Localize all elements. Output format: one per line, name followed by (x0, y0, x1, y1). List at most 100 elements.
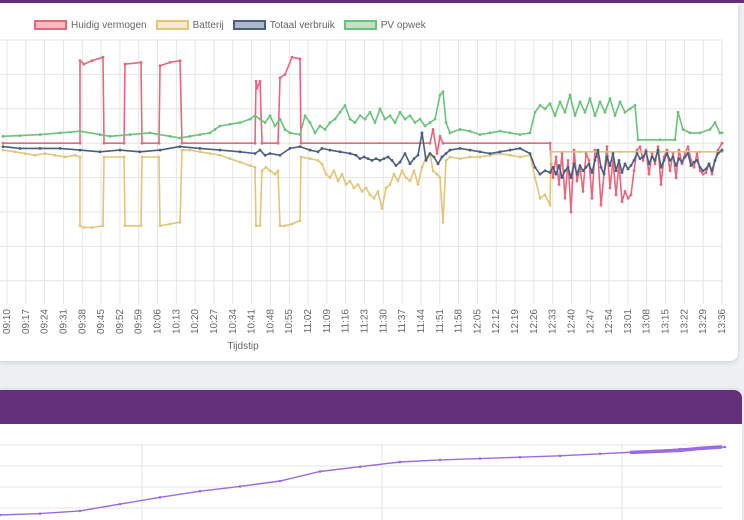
data-point (139, 224, 143, 228)
legend-item[interactable]: Huidig vermogen (34, 20, 147, 31)
data-point (638, 157, 642, 161)
legend-item[interactable]: Totaal verbruik (232, 20, 335, 31)
data-point (569, 210, 573, 214)
data-point (58, 131, 62, 135)
data-point (605, 155, 609, 159)
series-cumulative (0, 445, 727, 517)
data-point (435, 172, 439, 176)
data-point (118, 502, 122, 506)
data-point (420, 165, 424, 169)
data-point (253, 165, 257, 169)
data-point (404, 176, 408, 180)
data-point (78, 148, 82, 152)
data-point (593, 159, 597, 162)
x-tick-label: 11:16 (341, 309, 352, 334)
data-point (188, 134, 192, 138)
data-point (403, 117, 407, 121)
data-point (198, 489, 202, 493)
data-point (641, 159, 645, 162)
data-point (324, 172, 328, 176)
data-point (468, 155, 472, 159)
data-point (393, 121, 397, 124)
legend-label: PV opwek (380, 19, 426, 31)
legend-item[interactable]: Batterij (155, 20, 224, 31)
data-point (168, 60, 172, 64)
data-point (238, 485, 242, 488)
x-tick-label: 09:10 (2, 309, 13, 334)
data-point (554, 172, 558, 176)
data-point (549, 150, 553, 154)
data-point (53, 153, 57, 157)
data-point (198, 146, 202, 150)
data-point (178, 136, 182, 140)
data-point (692, 160, 696, 164)
data-point (566, 165, 570, 169)
data-point (238, 121, 242, 124)
data-point (263, 153, 267, 157)
data-point (38, 146, 42, 150)
data-point (551, 165, 555, 169)
data-point (423, 124, 427, 128)
data-point (253, 114, 257, 118)
data-point (316, 150, 320, 154)
data-point (378, 107, 382, 111)
data-point (278, 224, 282, 228)
data-point (90, 226, 94, 229)
data-point (518, 146, 522, 150)
data-point (278, 76, 282, 80)
data-point (428, 141, 432, 145)
data-point (198, 150, 202, 154)
cumulative-line-chart (0, 444, 727, 520)
data-point (478, 150, 482, 154)
x-tick-label: 12:33 (548, 309, 559, 334)
data-point (698, 165, 702, 169)
data-point (263, 121, 267, 124)
legend-swatch (232, 20, 266, 30)
data-point (218, 153, 222, 157)
data-point (626, 167, 630, 171)
data-point (254, 79, 258, 83)
series-line-thick (629, 445, 723, 455)
x-tick-label: 11:51 (435, 309, 446, 334)
x-tick-label: 09:17 (21, 309, 32, 334)
data-point (611, 152, 615, 155)
data-point (276, 141, 280, 145)
data-point (139, 60, 143, 64)
data-point (498, 129, 502, 133)
data-point (614, 169, 618, 173)
data-point (273, 172, 277, 176)
data-point (373, 121, 377, 124)
data-point (140, 155, 144, 159)
x-tick-label: 11:23 (360, 309, 371, 334)
data-point (572, 148, 576, 152)
data-point (575, 172, 579, 176)
data-point (578, 164, 582, 167)
data-point (431, 169, 435, 173)
x-tick-label: 13:36 (717, 309, 728, 334)
data-point (333, 117, 337, 121)
data-point (1, 145, 5, 149)
data-point (528, 131, 532, 135)
data-point (636, 138, 640, 142)
data-point (299, 155, 303, 159)
data-point (543, 169, 547, 173)
data-point (101, 55, 105, 59)
data-point (508, 153, 512, 157)
data-point (720, 141, 724, 145)
data-point (372, 196, 376, 200)
data-point (436, 162, 440, 166)
data-point (650, 152, 654, 155)
data-point (444, 159, 448, 162)
data-point (478, 155, 482, 159)
legend-item[interactable]: PV opwek (343, 19, 426, 31)
data-point (554, 155, 558, 159)
x-tick-label: 10:48 (265, 309, 276, 334)
data-point (538, 103, 542, 107)
data-point (424, 159, 428, 162)
data-point (548, 141, 552, 145)
data-point (558, 100, 562, 104)
data-point (441, 141, 445, 145)
series-huidig-vermogen (1, 55, 724, 214)
data-point (683, 152, 687, 155)
data-point (13, 150, 17, 154)
